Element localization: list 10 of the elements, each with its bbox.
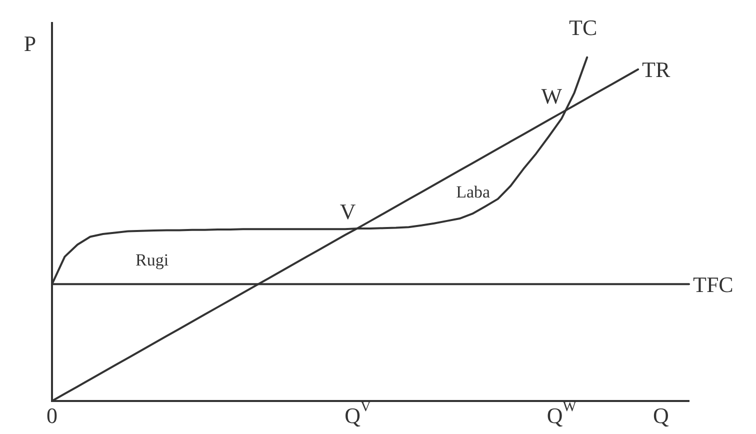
annotation: Rugi (135, 250, 169, 270)
x-axis-title: Q (653, 402, 670, 428)
series-label: TFC (693, 272, 734, 297)
annotation: Laba (456, 182, 490, 202)
annotation: V (340, 198, 356, 224)
series-label: TR (642, 57, 670, 82)
y-axis-title: P (24, 30, 36, 56)
annotation: W (541, 83, 562, 108)
x-tick-label: 0 (46, 402, 58, 428)
series-label: TC (569, 15, 598, 40)
